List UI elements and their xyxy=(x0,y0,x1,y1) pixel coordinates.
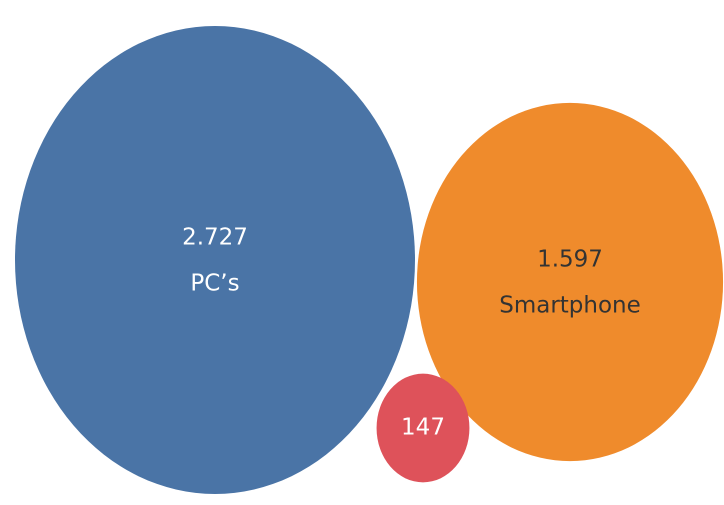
value-label: 2.727 xyxy=(182,225,248,251)
bubble xyxy=(376,373,470,483)
value-label: 1.597 xyxy=(537,247,603,273)
value-label: 147 xyxy=(401,415,445,441)
bubble xyxy=(14,25,416,495)
bubble-label: PC’s xyxy=(190,271,239,297)
bubble-label: Smartphone xyxy=(499,293,641,319)
bubble xyxy=(416,102,724,462)
